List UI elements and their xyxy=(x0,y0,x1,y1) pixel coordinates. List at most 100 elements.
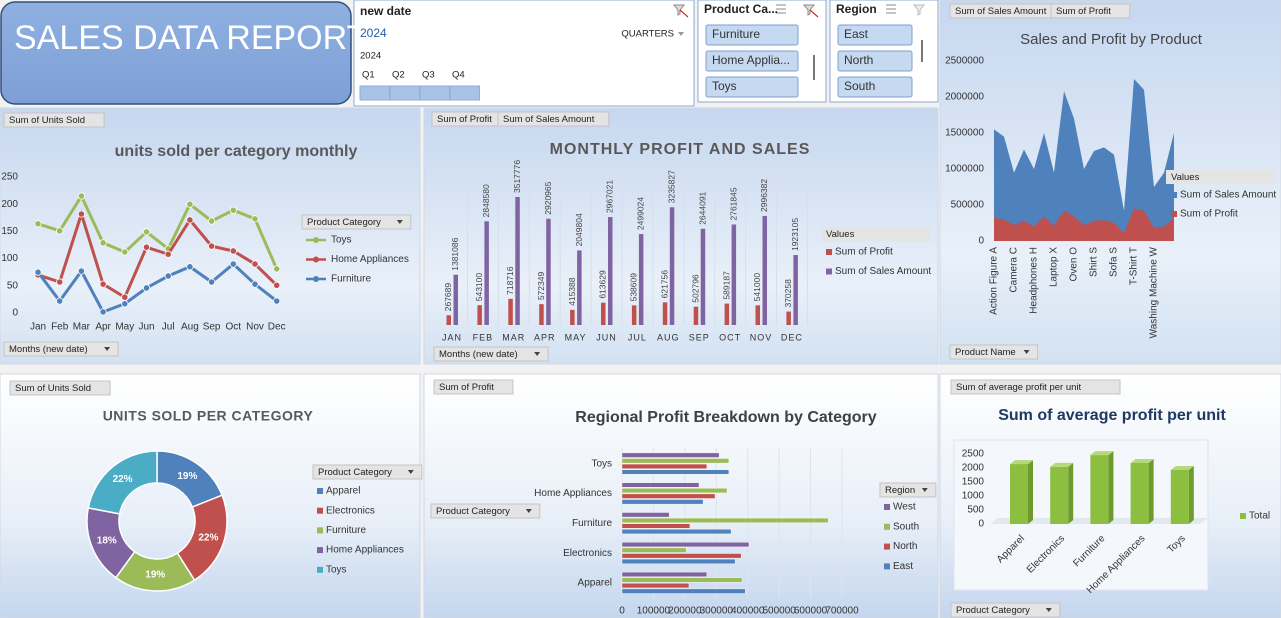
field-button[interactable] xyxy=(3,112,105,128)
dropdown-icon xyxy=(396,220,403,224)
point xyxy=(142,243,151,251)
period-block[interactable] xyxy=(359,85,390,101)
bar-side xyxy=(1108,451,1114,524)
donut-slice xyxy=(87,450,158,515)
bar xyxy=(621,463,708,469)
y-tick-label: 200 xyxy=(1,199,18,210)
bar xyxy=(621,583,690,589)
bar xyxy=(621,571,708,577)
period-block[interactable] xyxy=(449,85,480,101)
x-tick-label: 200000 xyxy=(668,606,702,617)
slicer-title: Product Ca... xyxy=(704,2,778,16)
legend-title: Values xyxy=(1171,172,1200,183)
data-label: 2848580 xyxy=(481,184,491,217)
field-button[interactable] xyxy=(9,380,111,396)
slicer-item[interactable] xyxy=(705,24,799,46)
legend-swatch xyxy=(317,566,323,573)
x-tick-label: 500000 xyxy=(762,606,796,617)
field-button[interactable] xyxy=(430,503,541,519)
field-button[interactable] xyxy=(312,464,423,480)
legend-swatch xyxy=(1240,513,1246,519)
field-button-label: Months (new date) xyxy=(9,344,88,355)
data-label: 541000 xyxy=(752,273,762,302)
legend-swatch xyxy=(884,504,890,510)
x-tick-label: Laptop X xyxy=(1049,247,1060,287)
y-tick-label: Toys xyxy=(591,458,612,469)
slicer-item[interactable] xyxy=(705,76,799,98)
point xyxy=(208,217,216,225)
point xyxy=(251,280,259,288)
y-tick-label: 0 xyxy=(978,519,984,530)
bar xyxy=(621,542,750,548)
x-tick-label: Camera C xyxy=(1009,247,1020,293)
field-button[interactable] xyxy=(433,346,549,362)
timeline-title: new date xyxy=(360,4,412,18)
field-button[interactable] xyxy=(950,379,1121,395)
slicer-item-label: North xyxy=(844,53,873,67)
chart-title: units sold per category monthly xyxy=(115,143,358,160)
period-block[interactable] xyxy=(419,85,450,101)
field-button-label: Product Category xyxy=(436,506,510,517)
bar xyxy=(577,250,582,325)
y-tick-label: 250 xyxy=(1,172,18,183)
x-tick-label: SEP xyxy=(689,332,710,342)
legend-swatch xyxy=(317,488,323,494)
point xyxy=(121,293,129,301)
bar xyxy=(608,217,613,325)
y-tick-label: 100 xyxy=(1,253,18,264)
bar xyxy=(638,234,644,325)
y-tick-label: 0 xyxy=(978,236,984,247)
field-button-label: Sum of Profit xyxy=(1056,6,1111,17)
x-tick-label: Washing Machine W xyxy=(1149,246,1160,338)
legend-swatch xyxy=(826,249,832,255)
x-tick-label: Sep xyxy=(203,322,221,333)
point xyxy=(251,215,259,223)
slicer-item[interactable] xyxy=(837,24,913,46)
x-tick-label: Oct xyxy=(226,322,242,333)
slicer-item[interactable] xyxy=(837,50,913,72)
y-tick-label: 2500 xyxy=(962,449,985,460)
field-button[interactable] xyxy=(1050,3,1131,19)
point xyxy=(142,228,151,236)
legend-title: Values xyxy=(826,229,855,240)
legend-label: Furniture xyxy=(326,525,366,536)
bar xyxy=(515,197,520,325)
slicer-item-label: Furniture xyxy=(712,27,760,41)
bar-top xyxy=(1130,458,1154,463)
field-button[interactable] xyxy=(879,482,937,498)
point xyxy=(142,284,151,292)
y-tick-label: 150 xyxy=(1,226,18,237)
y-tick-label: 2000000 xyxy=(945,92,984,103)
bar xyxy=(755,305,760,325)
x-tick-label: Dec xyxy=(268,322,286,333)
field-button[interactable] xyxy=(949,344,1039,360)
x-tick-label: Jun xyxy=(138,322,154,333)
slicer-item-label: South xyxy=(844,79,875,93)
field-button[interactable] xyxy=(3,341,119,357)
slicer-item[interactable] xyxy=(837,76,913,98)
field-button[interactable] xyxy=(433,379,514,395)
legend-label: East xyxy=(893,561,913,572)
field-button[interactable] xyxy=(950,602,1061,618)
field-button[interactable] xyxy=(301,214,412,230)
report-title: SALES DATA REPORT xyxy=(14,19,367,57)
data-label: 267689 xyxy=(443,283,453,312)
bar xyxy=(669,207,675,325)
field-button[interactable] xyxy=(497,111,610,127)
timeline-period: Q1 xyxy=(362,70,375,81)
legend-label: Sum of Profit xyxy=(1180,209,1238,220)
x-tick-label: Headphones H xyxy=(1029,247,1040,314)
bar xyxy=(621,452,720,458)
x-tick-label: 600000 xyxy=(794,606,828,617)
bar-top xyxy=(1010,460,1033,465)
data-label: 22% xyxy=(198,532,218,543)
timeline-period: Q3 xyxy=(422,70,435,81)
point xyxy=(229,206,237,214)
x-tick-label: Jul xyxy=(162,322,175,333)
period-block[interactable] xyxy=(389,85,420,101)
chart-title: Sum of average profit per unit xyxy=(998,407,1226,424)
point xyxy=(273,281,281,289)
legend-label: Electronics xyxy=(326,505,375,516)
slicer-item[interactable] xyxy=(705,50,799,72)
